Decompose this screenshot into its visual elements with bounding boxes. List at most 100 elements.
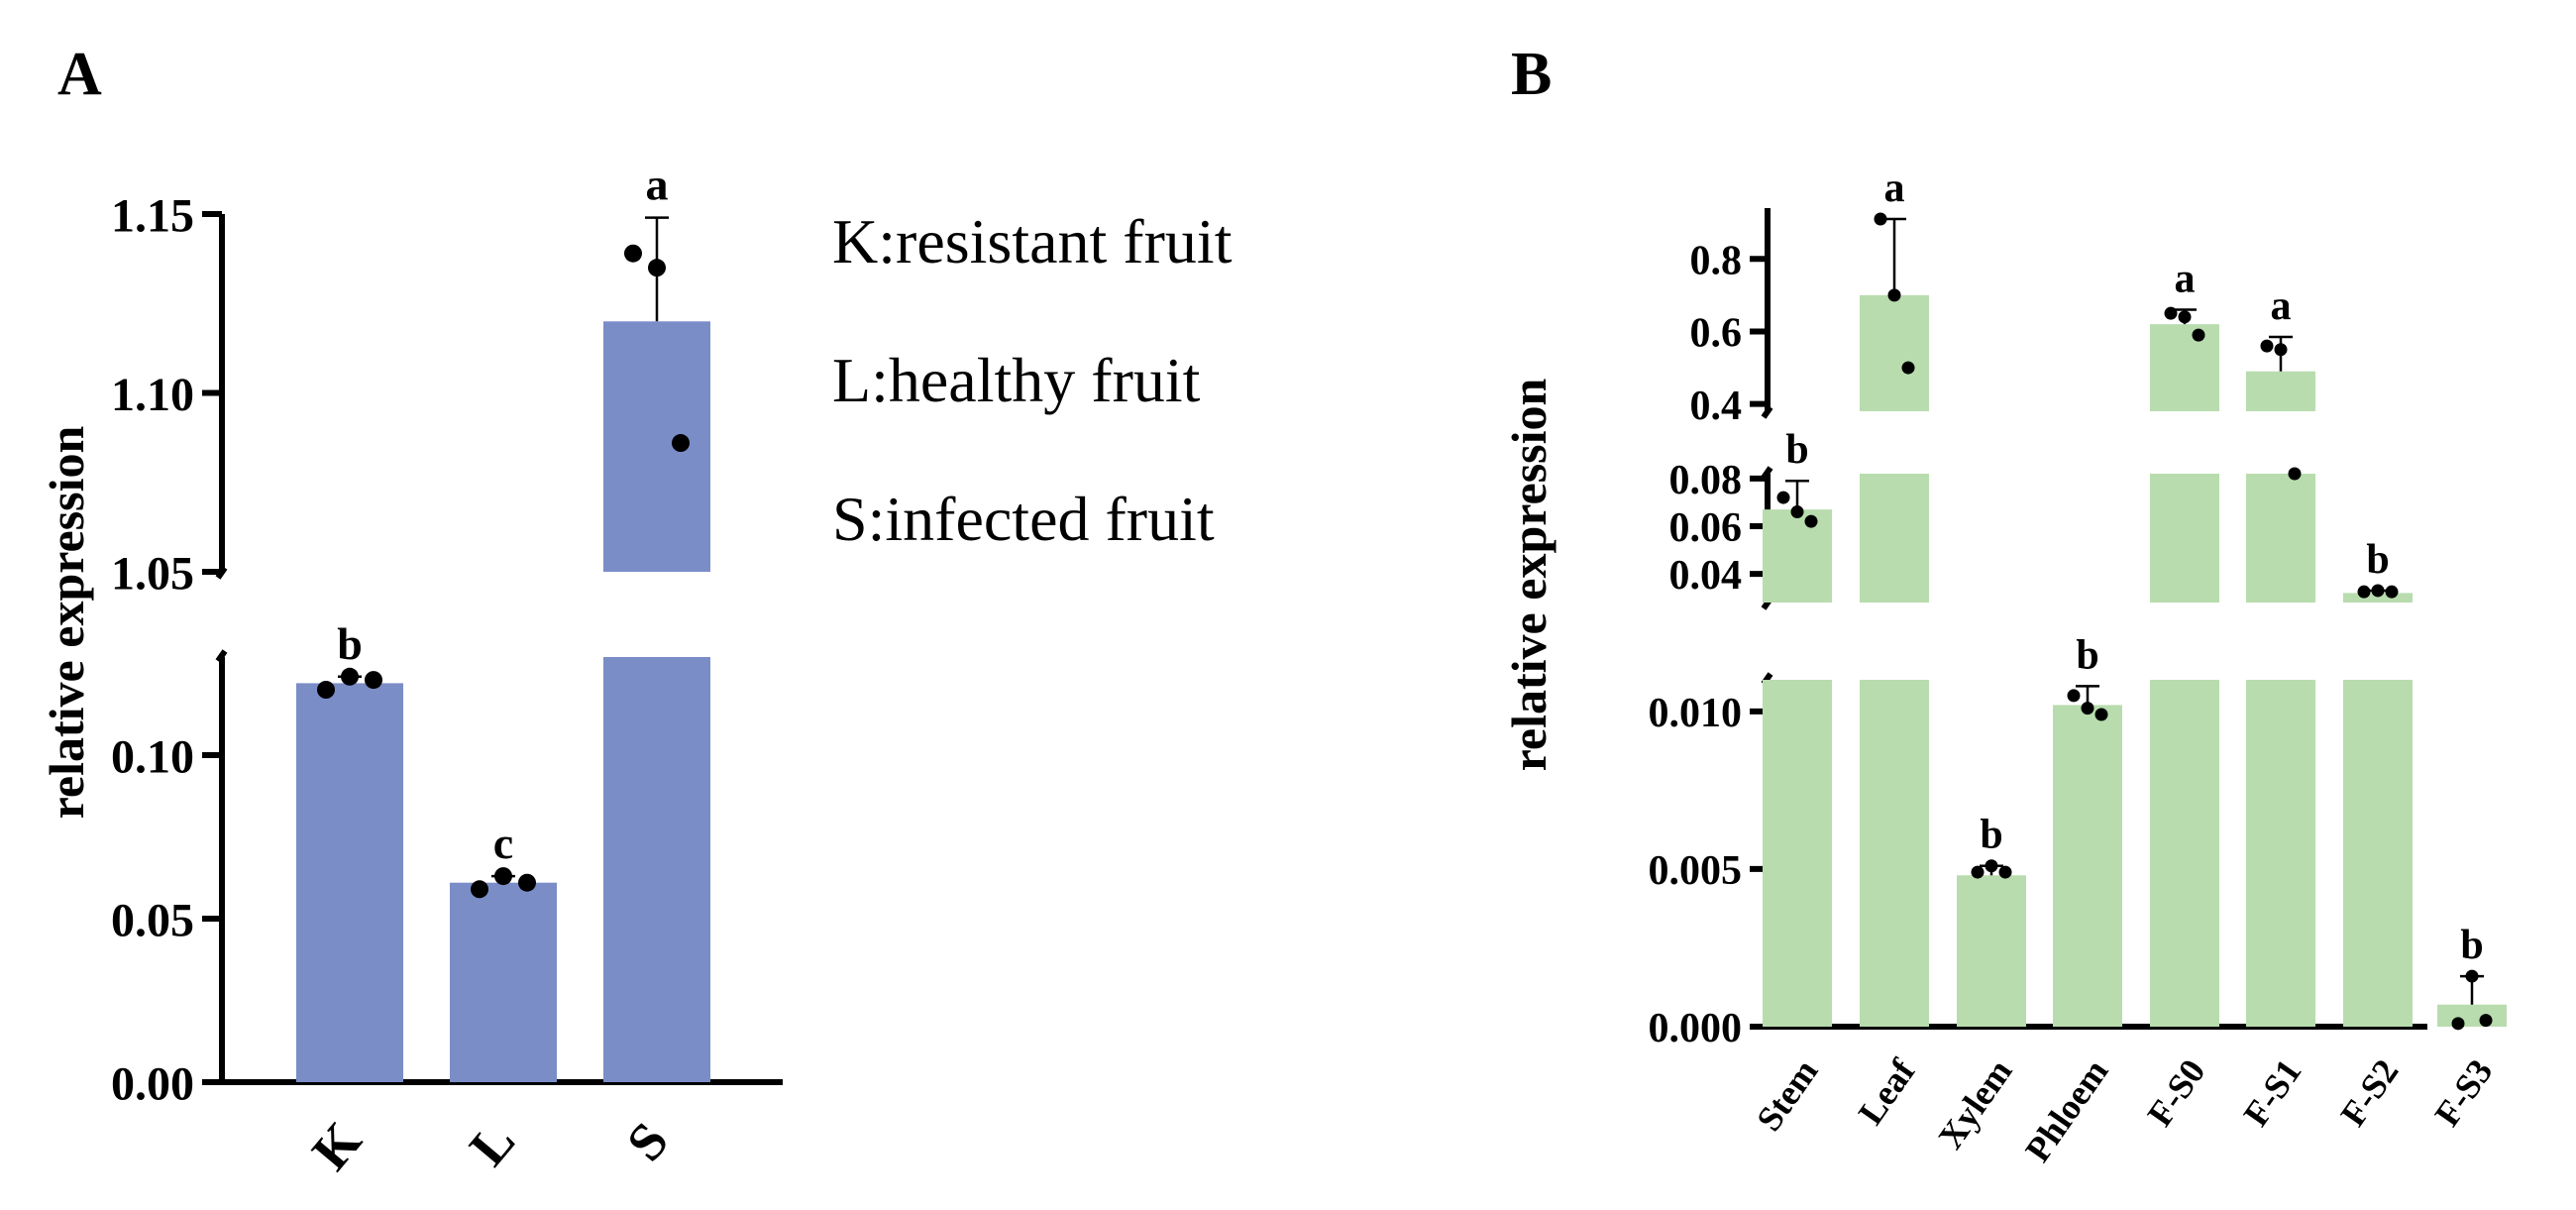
bar-leaf [1860,294,1929,411]
replicate-point-f-s0 [2178,310,2192,324]
panel-a-y-tick-label: 0.05 [111,894,194,946]
panel-a-tick-labels: 0.00 0.05 0.10 1.05 1.10 1.15 [111,189,194,1110]
legend-entry-k: K:resistant fruit [832,206,1233,276]
category-label-leaf: Leaf [1851,1051,1923,1132]
bar-f-s1 [2246,474,2315,603]
panel-b-y-tick-label: 0.06 [1669,505,1743,551]
significance-f-s1: a [2271,283,2292,329]
replicate-point-f-s3 [2465,969,2479,983]
replicate-point-leaf [1901,361,1915,375]
panel-b-y-tick-label: 0.000 [1649,1006,1743,1051]
panel-b-y-tick-label: 0.4 [1690,384,1743,429]
legend-entry-l: L:healthy fruit [832,345,1201,415]
replicate-point-stem [1804,514,1818,528]
significance-xylem: b [1980,813,2002,858]
replicate-point-stem [1776,491,1790,504]
panel-b-bars: b a b b a a b b [1763,165,2507,1031]
replicate-point-s [672,434,690,453]
bar-xylem [1957,875,2026,1027]
category-label-f-s0: F-S0 [2139,1052,2212,1134]
bar-f-s1 [2246,680,2315,1027]
panel-b-axis-break [1761,466,1773,480]
bar-k [296,683,403,1082]
bar-stem [1763,680,1832,1027]
replicate-point-k [365,671,382,690]
panel-a-axis-break [215,566,228,580]
replicate-point-xylem [1971,865,1985,879]
replicate-point-f-s2 [2371,584,2385,598]
significance-leaf: a [1884,165,1905,211]
significance-f-s0: a [2175,257,2196,302]
significance-l: c [493,818,513,868]
replicate-point-s [624,244,642,263]
significance-f-s3: b [2460,923,2483,968]
panel-a-y-axis-label: relative expression [39,425,94,819]
category-label-s: S [615,1111,680,1172]
panel-a-y-tick-label: 1.15 [111,189,194,242]
replicate-point-stem [1790,505,1804,519]
bar-f-s1 [2246,371,2315,411]
replicate-point-f-s1 [2260,339,2274,353]
category-label-l: L [458,1111,526,1176]
panel-a-axis-break [215,649,228,663]
bar-leaf [1860,680,1929,1027]
bar-l [450,882,557,1082]
panel-b-y-tick-label: 0.08 [1669,458,1743,503]
replicate-point-phloem [2067,689,2081,703]
replicate-point-l [494,867,512,886]
bar-f-s2 [2343,680,2413,1027]
panel-b-y-tick-label: 0.005 [1649,848,1743,894]
category-label-phloem: Phloem [2017,1052,2115,1169]
category-label-f-s2: F-S2 [2332,1052,2406,1134]
replicate-point-f-s1 [2274,343,2288,357]
panel-a: A relative expression b c a 0.00 0.05 0.10 1.… [39,41,1233,1181]
panel-b-y-tick-label: 0.8 [1690,238,1743,283]
bar-s [603,321,710,572]
category-label-f-s3: F-S3 [2426,1052,2500,1134]
replicate-point-phloem [2081,702,2094,715]
replicate-point-xylem [1985,859,1998,873]
replicate-point-k [341,667,359,686]
panel-b-axis-break [1761,405,1773,419]
replicate-point-k [317,681,335,699]
bar-s [603,657,710,1082]
bar-f-s0 [2150,680,2219,1027]
replicate-point-l [518,873,536,892]
replicate-point-leaf [1874,212,1887,226]
replicate-point-leaf [1887,288,1901,302]
panel-a-bars: b c a [296,160,710,1082]
replicate-point-xylem [1998,865,2012,879]
category-label-xylem: Xylem [1930,1052,2019,1156]
replicate-point-f-s0 [2192,328,2205,342]
replicate-point-f-s2 [2385,585,2399,599]
bar-f-s2 [2343,593,2413,603]
category-label-stem: Stem [1749,1052,1825,1139]
panel-a-y-tick-label: 1.05 [111,547,194,600]
category-label-f-s1: F-S1 [2235,1052,2308,1134]
panel-a-y-tick-label: 0.00 [111,1057,194,1110]
bar-f-s3 [2437,1004,2507,1027]
bar-leaf [1860,474,1929,603]
bar-f-s0 [2150,474,2219,603]
bar-phloem [2053,705,2122,1027]
panel-b-y-tick-label: 0.010 [1649,691,1743,736]
panel-b-tick-labels: 0.000 0.005 0.010 0.040.060.08 0.4 0.6 0.8 [1649,238,1743,1051]
panel-a-y-tick-label: 0.10 [111,730,194,783]
replicate-point-f-s1 [2288,467,2302,481]
panel-b-y-axis-label: relative expression [1501,378,1556,771]
category-label-k: K [300,1111,373,1181]
replicate-point-f-s0 [2164,306,2178,320]
panel-a-label: A [57,41,102,108]
significance-f-s2: b [2366,537,2389,583]
replicate-point-f-s3 [2479,1014,2493,1028]
panel-b-y-tick-label: 0.04 [1669,553,1743,599]
bar-stem [1763,509,1832,603]
bar-f-s0 [2150,324,2219,411]
panel-a-y-tick-label: 1.10 [111,369,194,421]
panel-b-label: B [1511,41,1552,108]
panel-b-y-tick-label: 0.6 [1690,311,1743,357]
replicate-point-f-s2 [2357,585,2371,599]
